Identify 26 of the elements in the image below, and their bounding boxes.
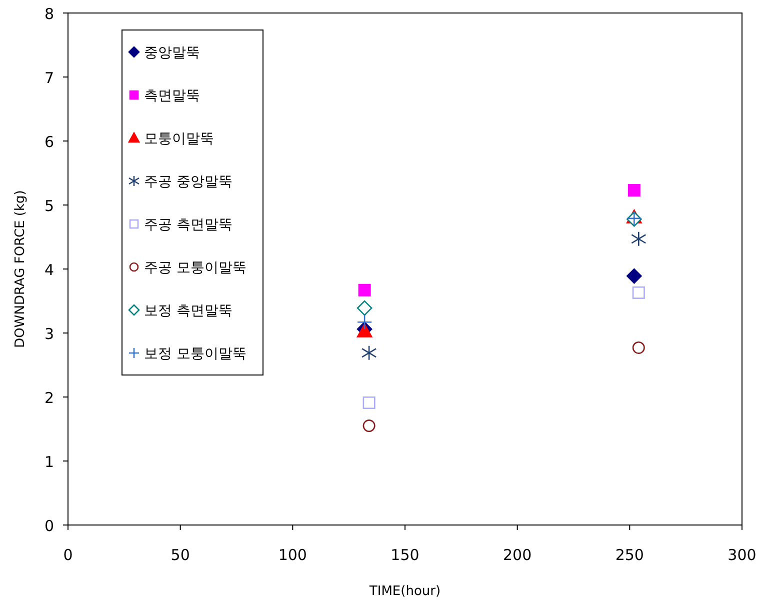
y-axis-title: DOWNDRAG FORCE (kg) [13, 190, 28, 348]
x-tick-label: 50 [170, 546, 190, 564]
legend-label: 중앙말뚝 [144, 45, 200, 61]
x-tick-label: 100 [278, 546, 307, 564]
legend-label: 주공 중앙말뚝 [144, 174, 232, 190]
x-tick-label: 300 [728, 546, 756, 564]
y-tick-label: 3 [44, 325, 54, 343]
y-tick-label: 7 [44, 69, 54, 87]
legend-label: 주공 측면말뚝 [144, 217, 232, 233]
y-tick-label: 4 [44, 261, 54, 279]
y-tick-label: 6 [44, 133, 54, 151]
y-tick-label: 0 [44, 517, 54, 535]
legend-label: 보정 모퉁이말뚝 [144, 346, 246, 362]
x-tick-label: 0 [63, 546, 73, 564]
y-tick-label: 1 [44, 453, 54, 471]
y-tick-label: 5 [44, 197, 54, 215]
legend-label: 보정 측면말뚝 [144, 303, 232, 319]
y-tick-label: 8 [44, 5, 54, 23]
legend-label: 주공 모퉁이말뚝 [144, 260, 246, 276]
legend-label: 모퉁이말뚝 [144, 131, 214, 147]
x-tick-label: 150 [390, 546, 420, 564]
legend-label: 측면말뚝 [144, 88, 200, 104]
y-tick-label: 2 [44, 389, 54, 407]
x-tick-label: 200 [503, 546, 532, 564]
x-axis-title: TIME(hour) [368, 584, 441, 599]
x-tick-label: 250 [615, 546, 644, 564]
